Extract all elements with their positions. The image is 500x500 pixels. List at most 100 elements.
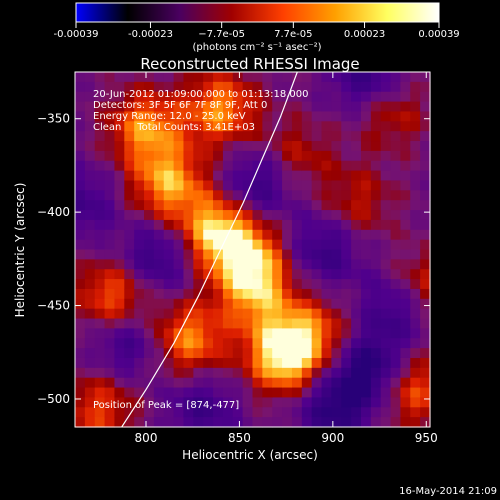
heatmap-cell xyxy=(84,190,96,201)
heatmap-cell xyxy=(203,288,214,300)
heatmap-cell xyxy=(153,190,165,201)
heatmap-cell xyxy=(291,170,303,182)
heatmap-cell xyxy=(183,190,194,201)
heatmap-cell xyxy=(272,367,283,379)
heatmap-cell xyxy=(222,121,234,132)
heatmap-cell xyxy=(203,308,214,320)
heatmap-cell xyxy=(321,417,332,428)
heatmap-cell xyxy=(114,387,125,399)
heatmap-cell xyxy=(341,190,352,201)
heatmap-cell xyxy=(114,338,125,349)
heatmap-cell xyxy=(183,131,194,142)
heatmap-cell xyxy=(183,288,194,300)
heatmap-cell xyxy=(222,357,234,369)
heatmap-cell xyxy=(351,91,362,103)
heatmap-cell xyxy=(360,229,372,241)
heatmap-cell xyxy=(321,298,332,310)
heatmap-cell xyxy=(222,348,234,359)
heatmap-cell xyxy=(134,200,145,211)
heatmap-cell xyxy=(301,239,313,251)
heatmap-cell xyxy=(410,367,421,379)
heatmap-cell xyxy=(173,141,185,152)
heatmap-cell xyxy=(410,121,421,132)
heatmap-cell xyxy=(321,170,332,182)
heatmap-cell xyxy=(380,377,392,389)
heatmap-cell xyxy=(114,239,125,251)
x-axis-label: Heliocentric X (arcsec) xyxy=(182,448,318,462)
heatmap-cell xyxy=(183,141,194,152)
heatmap-cell xyxy=(331,397,342,408)
heatmap-cell xyxy=(301,397,313,408)
heatmap-cell xyxy=(213,91,224,103)
y-tick-label: −350 xyxy=(37,112,70,126)
heatmap-cell xyxy=(272,160,283,172)
heatmap-cell xyxy=(203,279,214,290)
heatmap-cell xyxy=(203,249,214,260)
heatmap-cell xyxy=(400,81,411,93)
heatmap-cell xyxy=(232,357,244,369)
heatmap-cell xyxy=(272,348,283,359)
heatmap-cell xyxy=(203,298,214,310)
heatmap-cell xyxy=(213,239,224,251)
heatmap-cell xyxy=(370,259,382,270)
heatmap-cell xyxy=(213,367,224,379)
heatmap-cell xyxy=(242,397,254,408)
heatmap-cell xyxy=(291,180,303,191)
heatmap-cell xyxy=(193,229,204,241)
heatmap-cell xyxy=(301,219,313,231)
heatmap-cell xyxy=(203,417,214,428)
heatmap-cell xyxy=(203,328,214,339)
heatmap-cell xyxy=(400,200,411,211)
heatmap-cell xyxy=(193,298,204,310)
heatmap-cell xyxy=(134,239,145,251)
heatmap-cell xyxy=(104,377,116,389)
heatmap-cell xyxy=(144,249,155,260)
heatmap-cell xyxy=(311,101,323,113)
heatmap-cell xyxy=(282,190,293,201)
heatmap-cell xyxy=(272,101,283,113)
heatmap-cell xyxy=(410,397,421,408)
heatmap-cell xyxy=(124,150,135,162)
heatmap-cell xyxy=(213,387,224,399)
heatmap-cell xyxy=(134,131,145,142)
heatmap-cell xyxy=(242,269,254,280)
heatmap-cell xyxy=(351,239,362,251)
heatmap-cell xyxy=(84,111,96,122)
heatmap-cell xyxy=(301,417,313,428)
heatmap-cell xyxy=(75,269,86,280)
heatmap-cell xyxy=(173,150,185,162)
heatmap-cell xyxy=(203,150,214,162)
heatmap-cell xyxy=(193,111,204,122)
heatmap-cell xyxy=(321,288,332,300)
heatmap-cell xyxy=(114,72,125,83)
heatmap-cell xyxy=(360,180,372,191)
heatmap-cell xyxy=(94,308,106,320)
heatmap-cell xyxy=(163,259,175,270)
heatmap-cell xyxy=(360,318,372,329)
heatmap-cell xyxy=(203,407,214,418)
heatmap-cell xyxy=(124,417,135,428)
heatmap-cell xyxy=(193,367,204,379)
heatmap-cell xyxy=(193,180,204,191)
heatmap-cell xyxy=(341,239,352,251)
heatmap-cell xyxy=(410,308,421,320)
heatmap-cell xyxy=(341,269,352,280)
heatmap-cell xyxy=(272,397,283,408)
heatmap-cell xyxy=(232,259,244,270)
heatmap-cell xyxy=(262,288,273,300)
heatmap-cell xyxy=(134,298,145,310)
heatmap-cell xyxy=(173,131,185,142)
heatmap-cell xyxy=(252,308,263,320)
heatmap-cell xyxy=(104,269,116,280)
heatmap-cell xyxy=(203,259,214,270)
heatmap-cell xyxy=(213,210,224,221)
heatmap-cell xyxy=(291,81,303,93)
heatmap-cell xyxy=(321,259,332,270)
heatmap-cell xyxy=(301,298,313,310)
heatmap-cell xyxy=(390,210,402,221)
heatmap-cell xyxy=(390,190,402,201)
heatmap-cell xyxy=(222,328,234,339)
heatmap-cell xyxy=(390,259,402,270)
heatmap-cell xyxy=(144,101,155,113)
y-tick-label: −450 xyxy=(37,299,70,313)
